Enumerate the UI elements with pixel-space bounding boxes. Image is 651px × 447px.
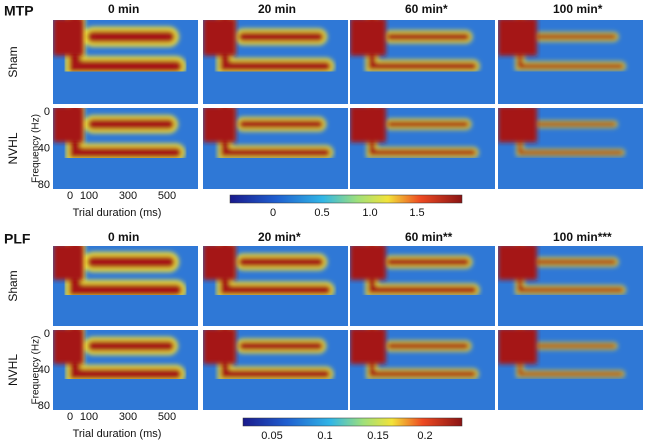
colorbar bbox=[229, 194, 463, 204]
heatmap-body bbox=[498, 246, 626, 295]
heatmap bbox=[350, 20, 495, 104]
heat-block bbox=[350, 108, 386, 143]
x-tick-label: 100 bbox=[80, 411, 98, 423]
heatmap bbox=[53, 246, 198, 326]
heatmap bbox=[203, 20, 348, 104]
heatmap bbox=[350, 330, 495, 410]
colorbar-tick-label: 0.05 bbox=[261, 430, 282, 442]
y-tick-label: 0 bbox=[44, 328, 50, 340]
colorbar bbox=[242, 417, 463, 427]
column-title: 20 min bbox=[258, 2, 296, 16]
x-tick-label: 300 bbox=[119, 411, 137, 423]
column-title: 100 min* bbox=[553, 2, 603, 16]
row-label: Sham bbox=[6, 46, 20, 77]
heatmap bbox=[350, 108, 495, 189]
heat-block bbox=[350, 330, 386, 364]
row-label: NVHL bbox=[6, 132, 20, 164]
heat-block bbox=[498, 108, 537, 143]
y-tick-label: 80 bbox=[38, 400, 50, 412]
x-tick-label: 500 bbox=[158, 411, 176, 423]
x-axis-label: Trial duration (ms) bbox=[73, 207, 162, 219]
column-title: 0 min bbox=[108, 2, 139, 16]
heat-block bbox=[53, 330, 83, 364]
y-tick-label: 80 bbox=[38, 179, 50, 191]
column-title: 0 min bbox=[108, 230, 139, 244]
heat-block bbox=[203, 330, 236, 364]
x-tick-label: 100 bbox=[80, 190, 98, 202]
colorbar-tick-label: 1.5 bbox=[409, 207, 424, 219]
heat-block bbox=[498, 330, 537, 364]
heatmap bbox=[203, 246, 348, 326]
heat-block bbox=[498, 246, 537, 280]
heat-block bbox=[53, 20, 83, 56]
x-tick-label: 0 bbox=[67, 190, 73, 202]
heat-block bbox=[203, 108, 236, 143]
heatmap bbox=[498, 20, 643, 104]
heatmap bbox=[498, 246, 643, 326]
heat-blur bbox=[366, 108, 479, 158]
heat-block bbox=[53, 246, 83, 280]
heat-block bbox=[203, 246, 236, 280]
heat-block bbox=[350, 20, 386, 56]
heatmap-body bbox=[203, 20, 335, 75]
heatmap-body bbox=[350, 330, 479, 380]
y-tick-label: 40 bbox=[38, 364, 50, 376]
heatmap bbox=[498, 330, 643, 410]
row-label: Sham bbox=[6, 270, 20, 301]
y-tick-label: 0 bbox=[44, 106, 50, 118]
y-axis-label: Frequency (Hz) bbox=[31, 114, 42, 183]
x-tick-label: 0 bbox=[67, 411, 73, 423]
colorbar-tick-label: 1.0 bbox=[362, 207, 377, 219]
row-label: NVHL bbox=[6, 354, 20, 386]
heatmap-body bbox=[350, 246, 480, 297]
colorbar-tick-label: 0.5 bbox=[314, 207, 329, 219]
heatmap-body bbox=[203, 108, 334, 160]
heatmap-body bbox=[53, 246, 187, 300]
heat-block bbox=[498, 20, 537, 56]
colorbar-tick-label: 0.15 bbox=[367, 430, 388, 442]
heatmap bbox=[53, 330, 198, 410]
panel-label: MTP bbox=[4, 3, 34, 19]
heatmap bbox=[203, 330, 348, 410]
heatmap-body bbox=[53, 20, 187, 77]
heatmap bbox=[498, 108, 643, 189]
heatmap-body bbox=[53, 330, 186, 383]
heat-block bbox=[350, 246, 386, 280]
heatmap-body bbox=[498, 20, 626, 71]
column-title: 100 min*** bbox=[553, 230, 612, 244]
column-title: 60 min** bbox=[405, 230, 453, 244]
column-title: 20 min* bbox=[258, 230, 301, 244]
heat-block bbox=[203, 20, 236, 56]
heatmap bbox=[53, 20, 198, 104]
y-axis-label: Frequency (Hz) bbox=[31, 336, 42, 405]
y-tick-label: 40 bbox=[38, 142, 50, 154]
heatmap bbox=[53, 108, 198, 189]
x-tick-label: 300 bbox=[119, 190, 137, 202]
colorbar-tick-label: 0 bbox=[270, 207, 276, 219]
heatmap-body bbox=[350, 20, 480, 73]
colorbar-tick-label: 0.2 bbox=[417, 430, 432, 442]
heatmap-body bbox=[498, 108, 625, 157]
x-axis-label: Trial duration (ms) bbox=[73, 428, 162, 440]
heatmap-body bbox=[203, 330, 334, 382]
heat-block bbox=[53, 108, 83, 143]
heatmap-body bbox=[350, 108, 479, 158]
colorbar-tick-label: 0.1 bbox=[317, 430, 332, 442]
column-title: 60 min* bbox=[405, 2, 448, 16]
heatmap bbox=[350, 246, 495, 326]
heatmap-body bbox=[498, 330, 625, 378]
panel-label: PLF bbox=[4, 231, 31, 247]
heatmap-body bbox=[53, 108, 186, 162]
heatmap-body bbox=[203, 246, 335, 299]
x-tick-label: 500 bbox=[158, 190, 176, 202]
heatmap bbox=[203, 108, 348, 189]
